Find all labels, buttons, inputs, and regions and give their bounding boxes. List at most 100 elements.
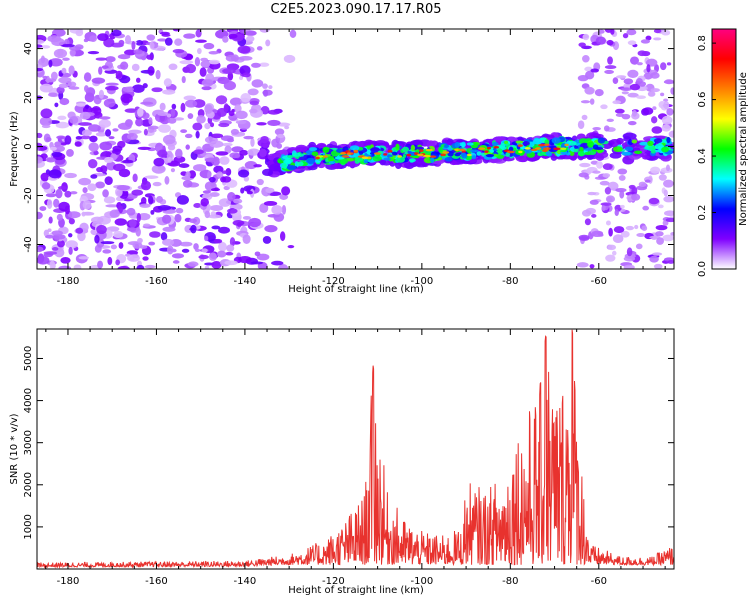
noise-blob (262, 89, 269, 97)
signal-peak (506, 150, 515, 154)
signal-peak (397, 155, 402, 158)
noise-blob (660, 92, 665, 97)
noise-blob (126, 227, 137, 232)
noise-blob (185, 144, 190, 150)
noise-blob (626, 247, 633, 257)
noise-blob (122, 159, 134, 164)
noise-blob (249, 100, 259, 106)
signal-peak (559, 147, 567, 151)
spectrogram-x-tick-label: -140 (234, 276, 257, 287)
signal-core (621, 151, 631, 156)
noise-blob (114, 218, 127, 226)
snr-x-tick-label: -140 (234, 576, 257, 587)
noise-blob (118, 39, 125, 46)
noise-blob (649, 255, 659, 263)
noise-blob (613, 226, 625, 234)
noise-blob (37, 44, 43, 48)
signal-core (661, 146, 669, 153)
colorbar-scale (711, 28, 737, 270)
signal-peak (518, 150, 523, 154)
noise-blob (102, 189, 109, 198)
noise-blob (614, 108, 625, 114)
noise-blob (91, 77, 106, 84)
noise-blob (636, 62, 643, 66)
noise-blob (181, 75, 186, 84)
noise-blob (626, 29, 637, 36)
noise-blob (620, 87, 632, 92)
noise-blob (124, 108, 139, 113)
noise-blob (219, 156, 230, 165)
noise-blob (653, 37, 662, 41)
noise-blob (93, 150, 99, 156)
noise-blob (592, 126, 601, 131)
snr-y-axis-label: SNR (10 * v/v) (9, 413, 20, 484)
noise-blob (201, 248, 208, 253)
noise-blob (68, 233, 73, 238)
snr-x-ticks: -180 -160 -140 -120 -100 -80 -60 (45, 329, 666, 587)
noise-blob (204, 235, 209, 242)
noise-blob (163, 78, 172, 87)
noise-blob (136, 212, 141, 223)
signal-core (496, 154, 505, 159)
noise-blob (589, 98, 595, 105)
noise-blob (619, 190, 625, 199)
signal-halo (642, 155, 650, 160)
noise-blob (222, 35, 229, 43)
noise-blob (637, 50, 647, 57)
noise-blob (579, 162, 591, 168)
noise-blob (658, 174, 667, 181)
noise-blob (55, 188, 63, 199)
noise-blob (146, 54, 154, 60)
noise-blob (170, 168, 176, 173)
noise-blob (112, 163, 126, 172)
noise-blob (274, 128, 285, 136)
noise-blob (164, 37, 173, 46)
noise-blob (79, 111, 91, 120)
noise-blob (41, 182, 51, 190)
noise-blob (157, 38, 168, 42)
noise-blob (75, 136, 82, 140)
signal-core (597, 137, 606, 144)
noise-blob (53, 48, 68, 59)
signal-core (430, 157, 435, 164)
noise-blob (242, 72, 251, 78)
noise-blob (210, 122, 215, 128)
noise-blob (645, 35, 652, 41)
noise-blob (50, 71, 58, 81)
noise-blob (55, 121, 70, 129)
spectrogram-y-tick-label: 20 (23, 91, 34, 104)
noise-blob (195, 130, 200, 139)
noise-blob (256, 122, 267, 126)
noise-blob (267, 119, 281, 127)
noise-blob (193, 164, 207, 172)
noise-blob (45, 157, 56, 163)
noise-blob (215, 95, 228, 105)
noise-blob (584, 218, 591, 226)
signal-core (334, 156, 345, 160)
signal-peak (423, 154, 431, 158)
noise-blob (605, 254, 616, 262)
noise-blob (591, 213, 597, 218)
noise-blob (167, 144, 176, 151)
snr-x-tick-label: -120 (322, 576, 345, 587)
noise-blob (259, 29, 270, 33)
signal-core (396, 156, 406, 163)
noise-blob (218, 241, 227, 252)
noise-blob (621, 91, 629, 95)
noise-blob (229, 237, 236, 247)
noise-blob (251, 79, 264, 88)
noise-blob (42, 75, 48, 80)
noise-blob (607, 56, 613, 65)
noise-blob (69, 46, 82, 51)
noise-blob (281, 204, 287, 215)
noise-blob (95, 132, 108, 137)
noise-blob (45, 234, 55, 239)
noise-blob (58, 83, 69, 89)
noise-blob (210, 133, 224, 139)
noise-blob (263, 201, 278, 206)
spectrogram-x-tick-label: -80 (502, 276, 518, 287)
noise-blob (592, 170, 601, 174)
page-title: C2E5.2023.090.17.17.R05 (270, 2, 442, 17)
noise-blob (185, 171, 191, 179)
signal-core (650, 149, 656, 154)
